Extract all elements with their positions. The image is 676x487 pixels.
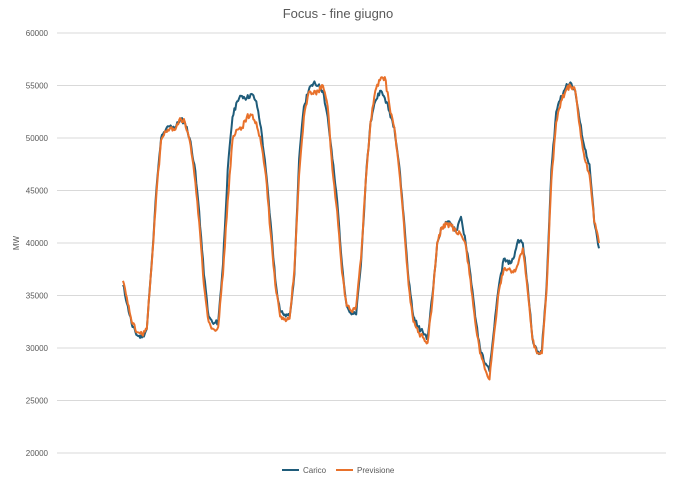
y-tick-label: 35000 [26,292,49,301]
y-tick-label: 20000 [26,449,49,458]
y-axis-ticks: 20000 25000 30000 35000 40000 45000 50000 55000… [26,29,49,458]
series-lines [122,76,600,381]
y-tick-label: 60000 [26,29,49,38]
series-line-carico [122,80,600,373]
y-tick-label: 55000 [26,82,49,91]
y-tick-label: 40000 [26,239,49,248]
y-tick-label: 50000 [26,134,49,143]
y-tick-label: 30000 [26,344,49,353]
legend-label-carico: Carico [303,466,327,475]
chart-title: Focus - fine giugno [283,6,394,21]
y-axis-title: MW [12,235,21,250]
legend: Carico Previsione [282,466,395,475]
y-tick-label: 45000 [26,187,49,196]
series-line-previsione [122,76,600,381]
legend-label-previsione: Previsione [357,466,395,475]
y-tick-label: 25000 [26,397,49,406]
